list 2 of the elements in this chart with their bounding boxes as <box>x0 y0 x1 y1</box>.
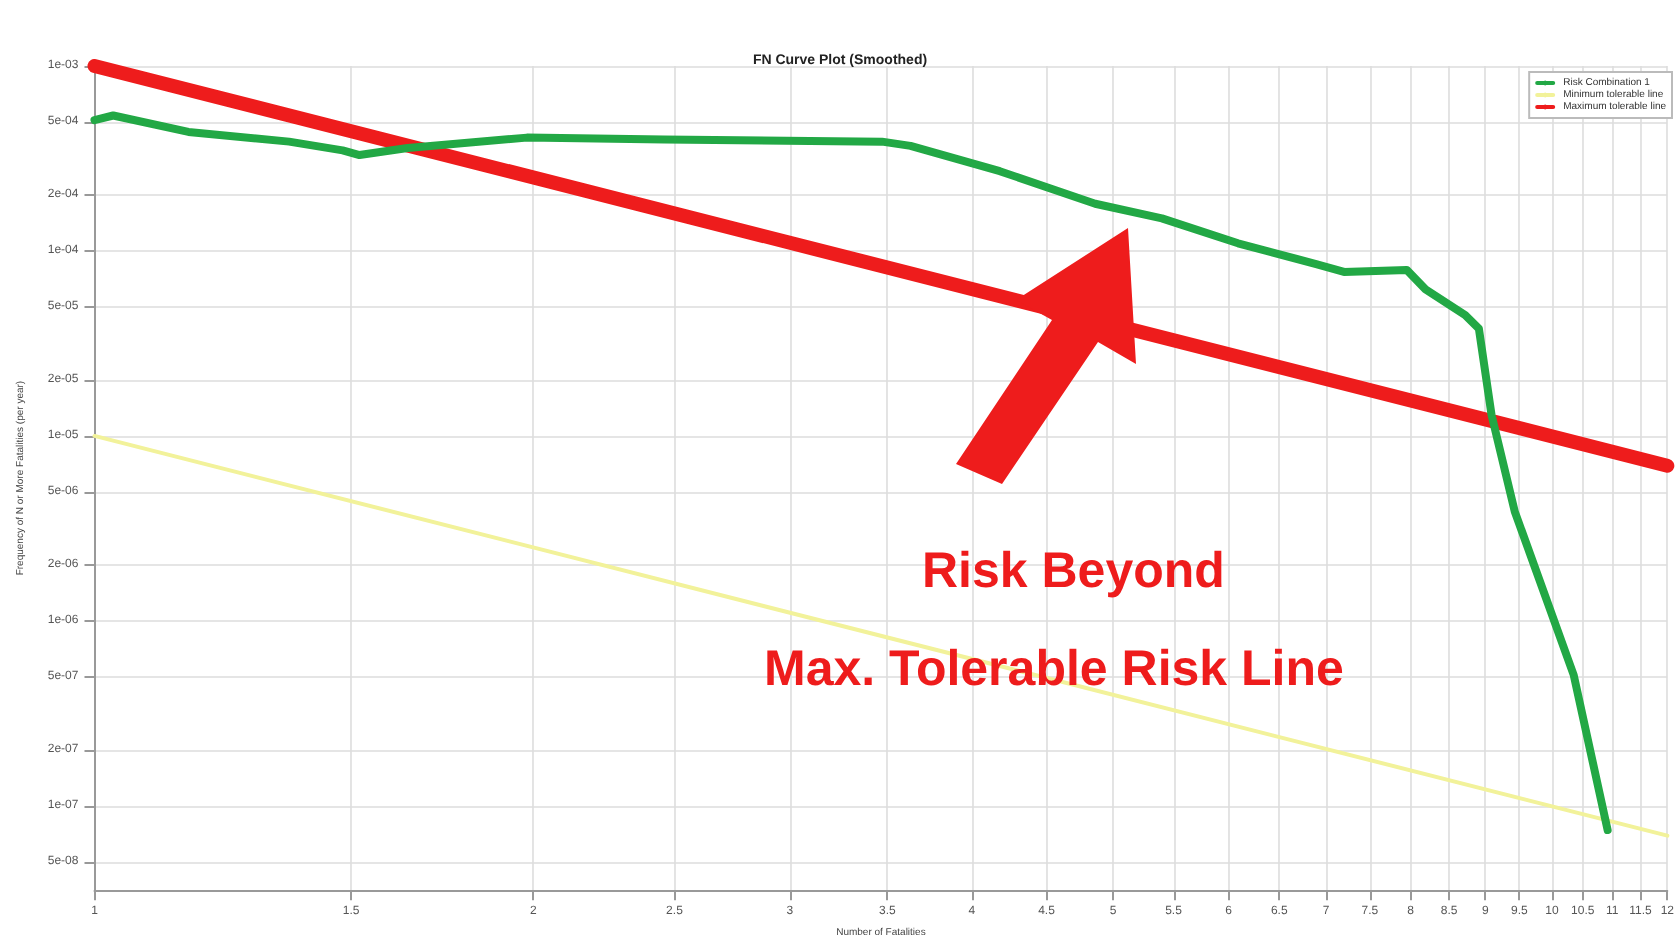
annotation: Risk Beyond <box>922 543 1225 599</box>
annotation: Max. Tolerable Risk Line <box>764 641 1344 697</box>
